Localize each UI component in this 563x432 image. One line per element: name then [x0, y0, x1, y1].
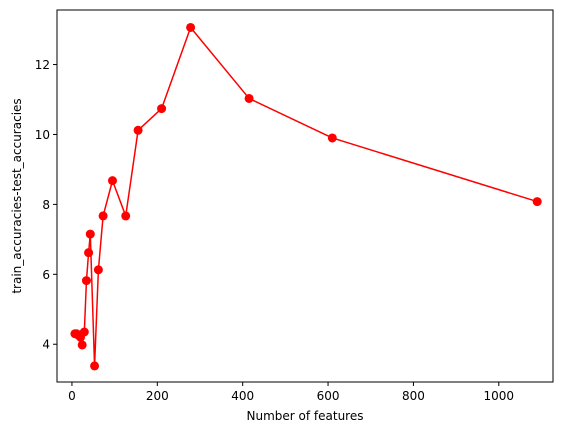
data-point [81, 276, 91, 286]
x-tick-label: 0 [68, 389, 76, 403]
data-point [98, 211, 108, 221]
x-tick-label: 200 [146, 389, 169, 403]
data-point [186, 22, 196, 32]
y-tick-label: 8 [42, 198, 50, 212]
x-axis-ticks: 0 200 400 600 800 1000 [68, 382, 514, 403]
data-point [133, 125, 143, 135]
data-point [327, 133, 337, 143]
x-tick-label: 1000 [484, 389, 515, 403]
x-tick-label: 400 [231, 389, 254, 403]
plot-layer [70, 22, 542, 371]
y-axis-label: train_accuracies-test_accuracies [10, 98, 24, 293]
data-point [79, 327, 89, 337]
data-point [532, 197, 542, 207]
x-tick-label: 800 [402, 389, 425, 403]
x-tick-label: 600 [317, 389, 340, 403]
data-point [107, 176, 117, 186]
data-point [121, 211, 131, 221]
data-point [85, 229, 95, 239]
y-axis-ticks: 4 6 8 10 12 [35, 58, 57, 352]
y-tick-label: 4 [42, 338, 50, 352]
data-point [244, 93, 254, 103]
x-axis-label: Number of features [247, 409, 364, 423]
axes-frame [56, 9, 554, 383]
y-tick-label: 12 [35, 58, 50, 72]
data-point [90, 361, 100, 371]
y-tick-label: 6 [42, 268, 50, 282]
y-tick-label: 10 [35, 128, 50, 142]
data-point [93, 265, 103, 275]
data-point [77, 340, 87, 350]
data-point [84, 248, 94, 258]
data-point [157, 104, 167, 114]
